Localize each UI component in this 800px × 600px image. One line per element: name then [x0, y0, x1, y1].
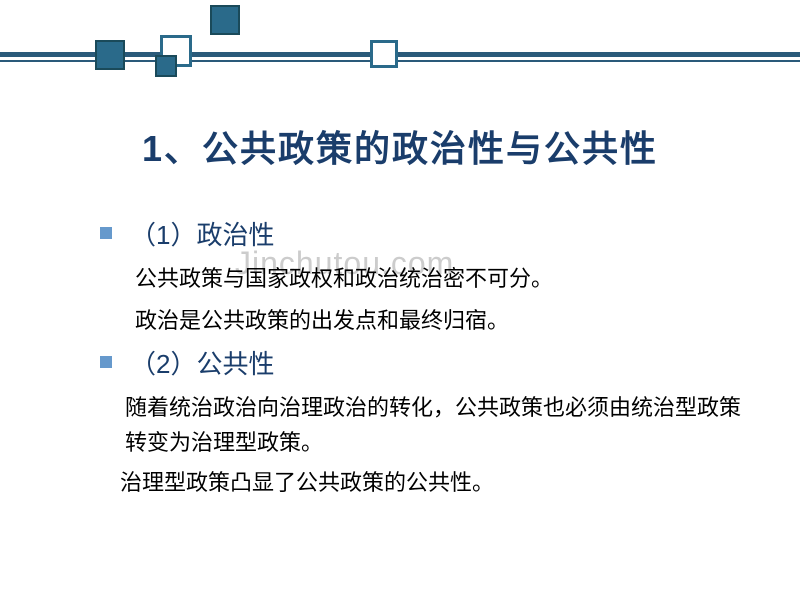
paragraph-2-2: 治理型政策凸显了公共政策的公共性。	[40, 465, 760, 500]
bullet-label-2: （2）公共性	[130, 346, 274, 382]
header-square-5	[370, 40, 398, 68]
slide-title: 1、公共政策的政治性与公共性	[40, 120, 760, 172]
header-square-1	[210, 5, 240, 35]
bullet-label-1: （1）政治性	[130, 217, 274, 253]
paragraph-2-1: 随着统治政治向治理政治的转化，公共政策也必须由统治型政策转变为治理型政策。	[40, 390, 760, 460]
bullet-item-2: （2）公共性	[40, 346, 760, 382]
paragraph-1-1: 公共政策与国家政权和政治统治密不可分。	[40, 261, 760, 296]
header-square-3	[155, 55, 177, 77]
header-decoration	[0, 0, 800, 100]
header-square-4	[95, 40, 125, 70]
paragraph-1-2: 政治是公共政策的出发点和最终归宿。	[40, 303, 760, 338]
bullet-marker	[100, 356, 112, 368]
bullet-item-1: （1）政治性	[40, 217, 760, 253]
slide-content: 1、公共政策的政治性与公共性 （1）政治性 公共政策与国家政权和政治统治密不可分…	[0, 120, 800, 500]
bullet-marker	[100, 227, 112, 239]
